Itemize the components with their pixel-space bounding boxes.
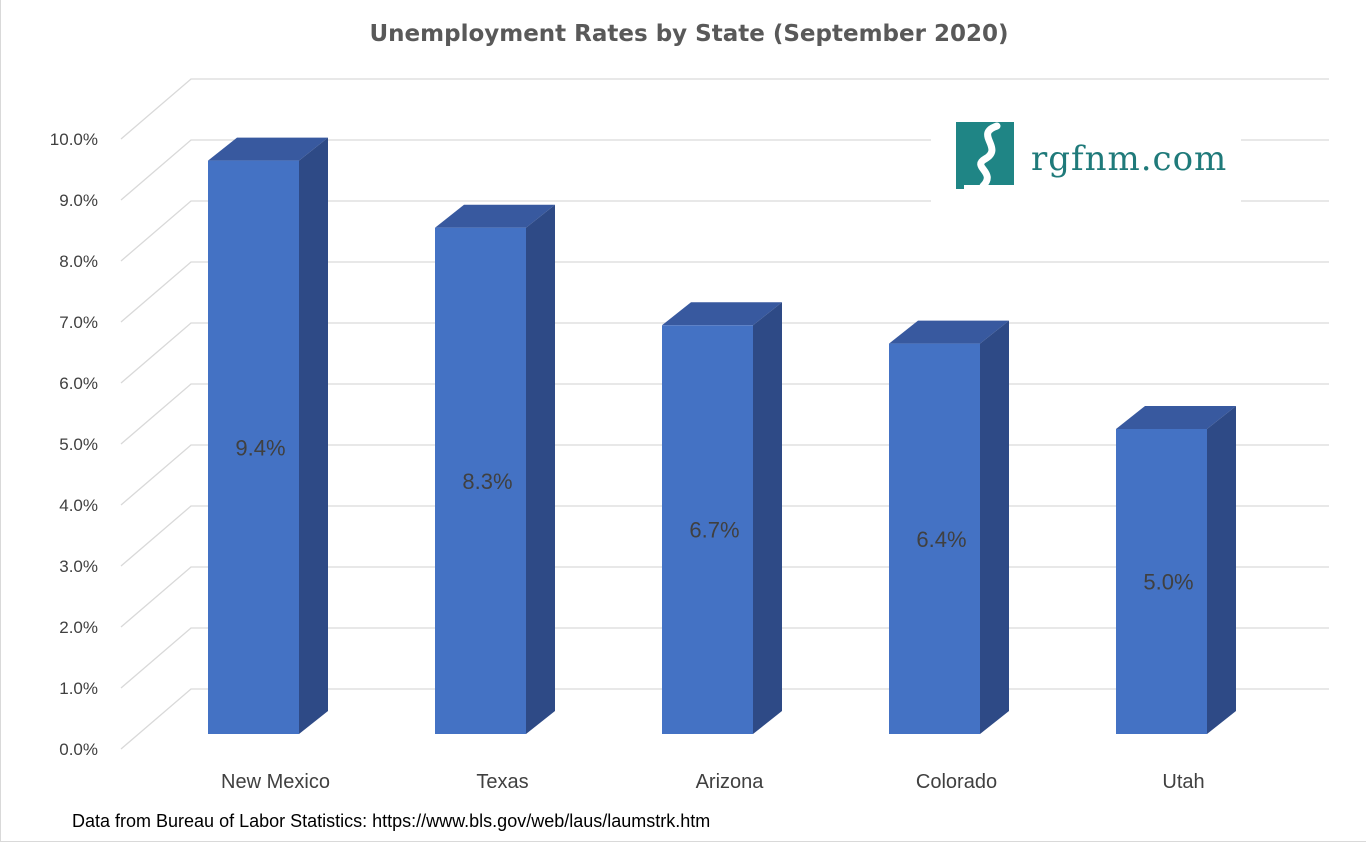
- bar-side-face: [980, 320, 1009, 734]
- y-tick-label: 4.0%: [59, 496, 98, 515]
- data-label: 6.7%: [689, 518, 739, 543]
- bar-top-face: [889, 320, 1009, 344]
- bar: [889, 320, 1009, 734]
- bar-top-face: [208, 137, 328, 161]
- bar: [435, 204, 555, 734]
- category-label: Texas: [476, 771, 528, 793]
- y-tick-label: 2.0%: [59, 618, 98, 637]
- y-tick-label: 8.0%: [59, 252, 98, 271]
- data-label: 8.3%: [462, 469, 512, 494]
- y-axis-tick-labels: 0.0% 1.0% 2.0% 3.0% 4.0% 5.0% 6.0% 7.0% 8.0% 9.0%…: [50, 130, 98, 759]
- bar-side-face: [1207, 406, 1236, 734]
- category-label: Utah: [1162, 771, 1204, 793]
- data-labels: 9.4% 8.3% 6.7% 6.4% 5.0%: [235, 435, 1193, 594]
- bar-side-face: [299, 137, 328, 735]
- gridline: [120, 78, 1329, 140]
- category-label: New Mexico: [221, 771, 330, 793]
- bar: [208, 137, 328, 735]
- y-tick-label: 1.0%: [59, 679, 98, 698]
- chart-title: Unemployment Rates by State (September 2…: [369, 21, 1008, 47]
- y-tick-label: 7.0%: [59, 313, 98, 332]
- y-tick-label: 0.0%: [59, 740, 98, 759]
- gridline: [120, 261, 1329, 323]
- y-tick-label: 6.0%: [59, 374, 98, 393]
- logo: rgfnm.com: [931, 110, 1241, 205]
- category-label: Colorado: [916, 771, 997, 793]
- data-label: 5.0%: [1143, 570, 1193, 595]
- bar-front-face: [662, 325, 753, 734]
- category-label: Arizona: [696, 771, 765, 793]
- bar-top-face: [662, 302, 782, 326]
- logo-text: rgfnm.com: [1031, 139, 1227, 179]
- bar-top-face: [1116, 406, 1236, 429]
- y-tick-label: 10.0%: [50, 130, 98, 149]
- bar: [662, 302, 782, 734]
- bar-front-face: [208, 160, 299, 735]
- y-tick-label: 9.0%: [59, 191, 98, 210]
- y-tick-label: 5.0%: [59, 435, 98, 454]
- x-axis-category-labels: New Mexico Texas Arizona Colorado Utah: [221, 771, 1205, 793]
- bar-side-face: [526, 204, 555, 734]
- bar-front-face: [1116, 429, 1207, 734]
- river-emblem-icon: [956, 122, 1014, 190]
- bar: [1116, 406, 1236, 734]
- bars: [208, 137, 1236, 735]
- bar-front-face: [435, 227, 526, 734]
- data-label: 6.4%: [916, 527, 966, 552]
- data-label: 9.4%: [235, 435, 285, 460]
- bar-side-face: [753, 302, 782, 734]
- y-tick-label: 3.0%: [59, 557, 98, 576]
- bar-top-face: [435, 204, 555, 228]
- source-note: Data from Bureau of Labor Statistics: ht…: [72, 811, 710, 831]
- bar-front-face: [889, 343, 980, 734]
